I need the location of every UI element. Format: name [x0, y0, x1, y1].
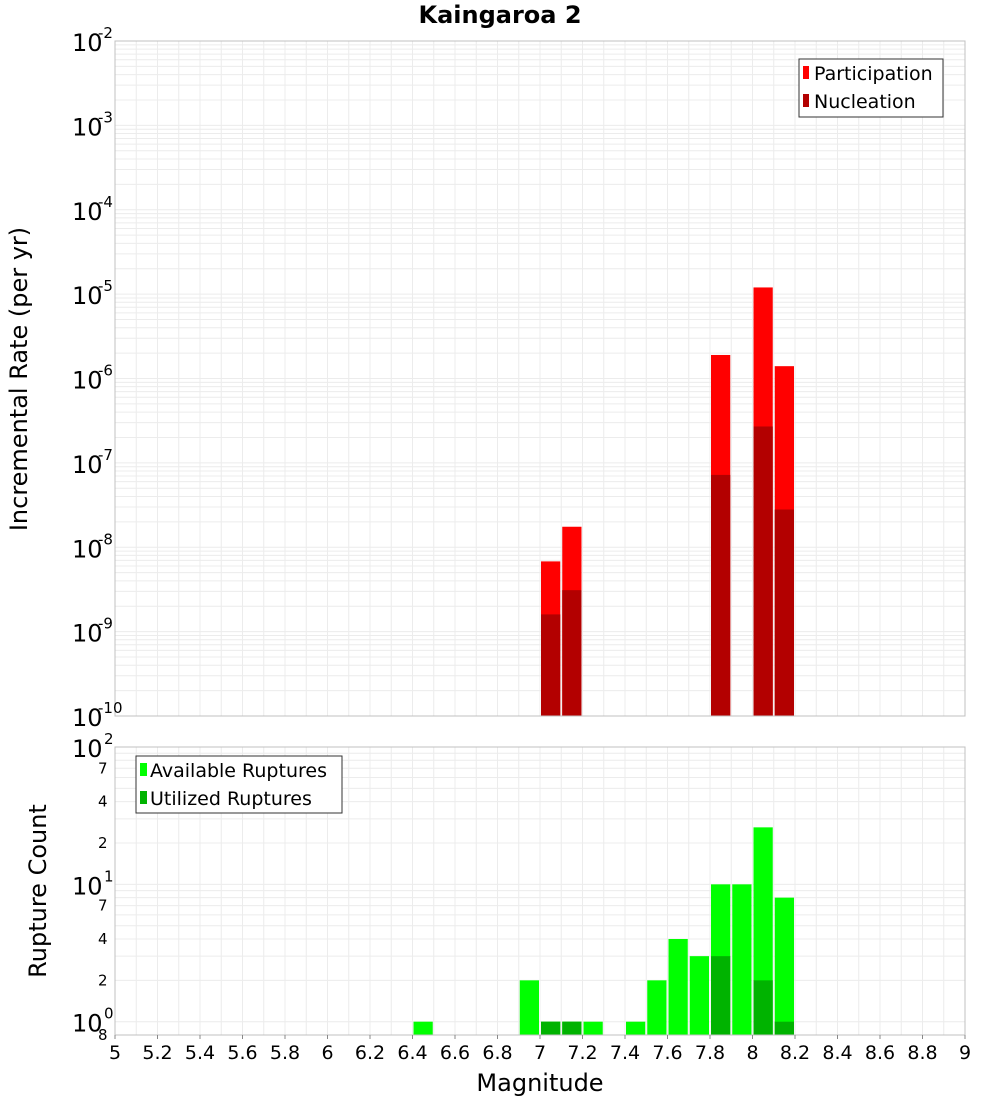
- y-tick-label: 10: [72, 367, 103, 395]
- x-tick-label: 8.4: [822, 1042, 852, 1064]
- x-tick-label: 5.2: [142, 1042, 172, 1064]
- y-minor-tick-label: 4: [98, 793, 108, 811]
- x-tick-label: 7.8: [695, 1042, 725, 1064]
- bar-available-ruptures: [689, 956, 709, 1035]
- y-tick-label: 10: [72, 620, 103, 648]
- bar-utilized-ruptures: [541, 1021, 561, 1035]
- top-plot-bars: [541, 287, 794, 716]
- y-minor-tick-label: 7: [98, 759, 108, 777]
- y-tick-exponent: -7: [98, 446, 113, 464]
- bar-available-ruptures: [413, 1021, 433, 1035]
- x-tick-label: 6: [321, 1042, 333, 1064]
- x-tick-label: 5.8: [270, 1042, 300, 1064]
- y-tick-exponent: 1: [104, 867, 114, 885]
- y-tick-label: 10: [72, 198, 103, 226]
- bar-nucleation: [774, 509, 794, 716]
- x-tick-label: 5.4: [185, 1042, 215, 1064]
- y-tick-label: 10: [72, 29, 103, 57]
- x-tick-label: 7.6: [652, 1042, 682, 1064]
- y-tick-label: 10: [72, 535, 103, 563]
- bar-available-ruptures: [626, 1021, 646, 1035]
- x-tick-label: 8: [746, 1042, 758, 1064]
- top-y-ticks: 10-210-310-410-510-610-710-810-910-10: [72, 24, 123, 732]
- participation-swatch: [803, 66, 809, 79]
- x-tick-label: 5.6: [227, 1042, 257, 1064]
- top-plot-grid: [114, 41, 966, 717]
- x-ticks: 5 5.2 5.4 5.6 5.8 6 6.2 6.4 6.6 6.8 7 7.2 7.4 7.6 7.8 8…: [109, 1035, 971, 1064]
- participation-legend-label: Participation: [814, 63, 933, 85]
- y-minor-tick-label: 2: [98, 834, 108, 852]
- chart-title: Kaingaroa 2: [418, 1, 581, 29]
- nucleation-swatch: [803, 94, 809, 107]
- x-tick-label: 7.2: [567, 1042, 597, 1064]
- x-tick-label: 6.2: [355, 1042, 385, 1064]
- top-y-axis-label: Incremental Rate (per yr): [5, 227, 33, 531]
- bar-available-ruptures: [774, 897, 794, 1035]
- y-tick-exponent: -2: [98, 24, 113, 42]
- bar-nucleation: [562, 590, 582, 716]
- bar-nucleation: [541, 614, 561, 716]
- y-tick-exponent: -4: [98, 193, 113, 211]
- x-tick-label: 8.8: [907, 1042, 937, 1064]
- x-tick-label: 6.8: [482, 1042, 512, 1064]
- bottom-y-axis-label: Rupture Count: [24, 804, 52, 978]
- x-tick-label: 9: [959, 1042, 971, 1064]
- bar-available-ruptures: [519, 980, 539, 1035]
- x-tick-label: 5: [109, 1042, 121, 1064]
- y-minor-tick-label: 8: [98, 1026, 108, 1044]
- bar-available-ruptures: [583, 1021, 603, 1035]
- x-tick-label: 7: [534, 1042, 546, 1064]
- bottom-legend: Available Ruptures Utilized Ruptures: [135, 755, 343, 814]
- bar-utilized-ruptures: [562, 1021, 582, 1035]
- y-minor-tick-label: 2: [98, 971, 108, 989]
- available-ruptures-swatch: [140, 763, 147, 776]
- bar-available-ruptures: [732, 884, 752, 1035]
- y-tick-exponent: -6: [98, 362, 113, 380]
- bar-available-ruptures: [668, 939, 688, 1035]
- x-tick-label: 8.2: [780, 1042, 810, 1064]
- y-tick-exponent: -3: [98, 108, 113, 126]
- top-legend: Participation Nucleation: [798, 58, 944, 118]
- y-tick-label: 10: [72, 113, 103, 141]
- y-tick-exponent: -9: [98, 615, 113, 633]
- top-plot-frame: [114, 40, 966, 717]
- available-ruptures-legend-label: Available Ruptures: [150, 760, 327, 782]
- top-legend-box: [798, 58, 944, 118]
- bar-utilized-ruptures: [711, 956, 731, 1035]
- y-tick-exponent: -5: [98, 277, 113, 295]
- bottom-legend-box: [135, 755, 343, 814]
- utilized-ruptures-legend-label: Utilized Ruptures: [150, 788, 312, 810]
- bar-nucleation: [753, 426, 773, 716]
- y-tick-label: 10: [72, 1010, 103, 1038]
- x-tick-label: 6.6: [440, 1042, 470, 1064]
- bar-utilized-ruptures: [774, 1021, 794, 1035]
- y-tick-exponent: -8: [98, 530, 113, 548]
- bar-nucleation: [711, 474, 731, 716]
- y-tick-exponent: -10: [98, 699, 123, 717]
- x-axis-label: Magnitude: [476, 1069, 603, 1097]
- bar-utilized-ruptures: [753, 980, 773, 1035]
- x-tick-label: 6.4: [397, 1042, 427, 1064]
- y-tick-label: 10: [72, 451, 103, 479]
- y-tick-exponent: 2: [104, 730, 114, 748]
- y-tick-label: 10: [72, 872, 103, 900]
- y-minor-tick-label: 4: [98, 930, 108, 948]
- y-tick-label: 10: [72, 282, 103, 310]
- y-minor-tick-label: 7: [98, 897, 108, 915]
- y-tick-label: 10: [72, 735, 103, 763]
- y-tick-exponent: 0: [104, 1005, 114, 1023]
- bottom-plot-bars: [413, 827, 794, 1035]
- utilized-ruptures-swatch: [140, 791, 147, 804]
- x-tick-label: 7.4: [610, 1042, 640, 1064]
- y-tick-label: 10: [72, 704, 103, 732]
- nucleation-legend-label: Nucleation: [814, 91, 916, 113]
- bar-available-ruptures: [647, 980, 667, 1035]
- x-tick-label: 8.6: [865, 1042, 895, 1064]
